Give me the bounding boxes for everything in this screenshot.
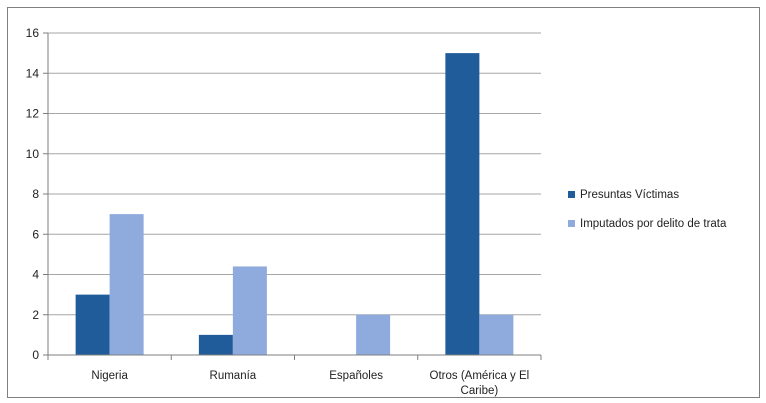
legend-swatch xyxy=(568,191,575,198)
y-tick-label: 2 xyxy=(32,308,39,322)
bar-1-1 xyxy=(75,294,110,355)
x-category-label: Otros (América y El xyxy=(430,370,530,382)
y-tick-label: 4 xyxy=(32,268,39,282)
bar-2-2 xyxy=(232,266,267,355)
legend: Presuntas Víctimas Imputados por delito d… xyxy=(568,189,727,230)
y-tick-label: 16 xyxy=(26,26,40,40)
bar-1-2 xyxy=(198,334,233,355)
y-tick-label: 12 xyxy=(26,107,40,121)
bar-2-3 xyxy=(356,314,391,355)
bar-2-1 xyxy=(109,214,144,355)
bar-2-4 xyxy=(479,314,514,355)
bar-1-4 xyxy=(445,53,480,355)
legend-swatch xyxy=(568,220,575,227)
x-category-label: Nigeria xyxy=(91,370,128,382)
y-tick-label: 14 xyxy=(26,66,40,80)
x-category-label: Españoles xyxy=(329,370,383,382)
x-category-labels: Nigeria Rumanía Españoles Otros (América y … xyxy=(91,370,529,397)
x-category-label: Rumanía xyxy=(210,370,257,382)
y-tick-label: 6 xyxy=(32,227,39,241)
bars xyxy=(75,53,514,355)
y-tick-label: 8 xyxy=(32,187,39,201)
y-tick-label: 10 xyxy=(26,147,40,161)
legend-entry: Presuntas Víctimas xyxy=(580,189,679,201)
x-category-label: Caribe) xyxy=(461,385,499,397)
axes xyxy=(43,32,542,360)
legend-entry: Imputados por delito de trata xyxy=(580,218,727,230)
y-tick-label: 0 xyxy=(32,348,39,362)
y-tick-labels: 0 2 4 6 8 10 12 14 16 xyxy=(26,26,40,362)
